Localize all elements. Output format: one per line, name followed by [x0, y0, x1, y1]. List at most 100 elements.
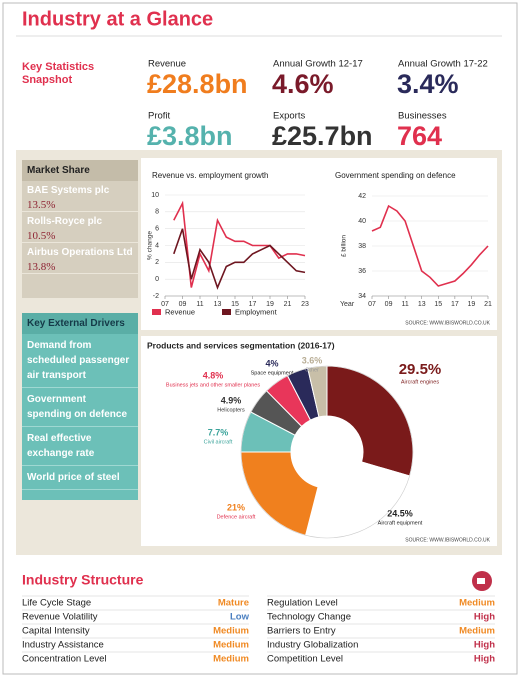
x-tick-label: 21	[284, 301, 292, 308]
company-name: Rolls-Royce plc	[27, 216, 103, 227]
structure-label: Barriers to Entry	[267, 626, 336, 637]
x-tick-label: 11	[196, 301, 203, 308]
legend-swatch	[222, 309, 231, 315]
structure-label: Regulation Level	[267, 598, 338, 609]
segment-name: Civil aircraft	[204, 439, 233, 445]
snapshot-title: Key Statistics Snapshot	[22, 61, 94, 86]
x-tick-label: 21	[484, 301, 492, 308]
structure-label: Revenue Volatility	[22, 612, 98, 623]
segment-value: 4%	[265, 358, 278, 368]
y-tick-label: 40	[358, 218, 366, 225]
x-tick-label: 09	[385, 301, 393, 308]
key-driver: World price of steel	[22, 466, 138, 490]
key-drivers-panel: Key External Drivers Demand from schedule…	[22, 313, 138, 500]
y-tick-label: 6	[155, 226, 159, 233]
market-share-item: Rolls-Royce plc 10.5%	[22, 212, 138, 243]
market-share-panel: Market Share BAE Systems plc 13.5% Rolls-Ro…	[22, 160, 138, 298]
stat-label: Exports	[273, 111, 305, 122]
stat-label: Revenue	[148, 59, 186, 70]
x-tick-label: 15	[231, 301, 239, 308]
stat-value: £3.8bn	[147, 121, 233, 151]
stat-label: Annual Growth 17-22	[398, 59, 488, 70]
series-line	[173, 228, 306, 290]
structure-title: Industry Structure	[22, 572, 144, 588]
segment-value: 7.7%	[208, 427, 229, 437]
key-driver: Government spending on defence	[22, 388, 138, 427]
segment-name: Aircraft equipment	[378, 520, 423, 526]
y-axis-label: % change	[147, 231, 154, 260]
line-charts-box	[141, 158, 497, 330]
y-tick-label: 10	[151, 192, 159, 199]
y-tick-label: 0	[155, 276, 159, 283]
snapshot-title-line: Snapshot	[22, 74, 72, 86]
x-tick-label: 07	[368, 301, 376, 308]
structure-rating: Medium	[213, 626, 249, 637]
key-driver: Real effective exchange rate	[22, 427, 138, 466]
chart-title: Government spending on defence	[335, 171, 456, 180]
y-tick-label: -2	[153, 293, 159, 300]
segment-value: 4.9%	[221, 395, 242, 405]
structure-label: Life Cycle Stage	[22, 598, 91, 609]
stat-value: 3.4%	[397, 69, 459, 99]
y-tick-label: 2	[155, 259, 159, 266]
x-tick-label: 17	[451, 301, 459, 308]
legend-label: Employment	[235, 307, 278, 316]
segment-value: 24.5%	[387, 508, 413, 518]
market-share-item: BAE Systems plc 13.5%	[22, 181, 138, 212]
stat-label: Profit	[148, 111, 171, 122]
x-tick-label: 23	[301, 301, 309, 308]
company-share: 13.5%	[27, 199, 56, 211]
segment-value: 4.8%	[203, 370, 224, 380]
snapshot-title-line: Key Statistics	[22, 61, 94, 73]
market-share-title: Market Share	[22, 160, 138, 181]
structure-label: Industry Assistance	[22, 640, 104, 651]
structure-label: Competition Level	[267, 654, 343, 665]
x-tick-label: 11	[402, 301, 409, 308]
segment-name: Other	[305, 367, 319, 373]
structure-rating: High	[474, 640, 495, 651]
y-tick-label: 8	[155, 209, 159, 216]
structure-label: Concentration Level	[22, 654, 107, 665]
source-note: SOURCE: WWW.IBISWORLD.CO.UK	[405, 320, 490, 326]
legend-swatch	[152, 309, 161, 315]
stat-label: Annual Growth 12-17	[273, 59, 363, 70]
structure-rating: High	[474, 654, 495, 665]
x-tick-label: 13	[214, 301, 222, 308]
x-tick-label: 19	[468, 301, 476, 308]
segment-value: 3.6%	[302, 355, 323, 365]
structure-label: Capital Intensity	[22, 626, 90, 637]
stat-value: 4.6%	[272, 69, 334, 99]
chart-title: Revenue vs. employment growth	[152, 171, 269, 180]
company-share: 10.5%	[27, 230, 56, 242]
x-tick-label: 07	[161, 301, 169, 308]
structure-rating: Mature	[218, 598, 249, 609]
structure-rating: Medium	[459, 626, 495, 637]
y-tick-label: 4	[155, 242, 159, 249]
segment-name: Defence aircraft	[217, 514, 256, 520]
key-driver: Demand from scheduled passenger air tran…	[22, 334, 138, 388]
structure-label: Technology Change	[267, 612, 351, 623]
y-tick-label: 38	[358, 243, 366, 250]
structure-rating: Medium	[459, 598, 495, 609]
structure-rating: Medium	[213, 654, 249, 665]
stat-label: Businesses	[398, 111, 447, 122]
series-line	[371, 204, 489, 287]
company-name: Airbus Operations Ltd	[27, 247, 133, 258]
page-title: Industry at a Glance	[22, 8, 213, 30]
chart-title: Products and services segmentation (2016…	[147, 340, 335, 350]
structure-rating: Low	[230, 612, 250, 623]
icon-glyph	[477, 578, 485, 584]
segment-value: 29.5%	[399, 361, 442, 378]
source-note: SOURCE: WWW.IBISWORLD.CO.UK	[405, 537, 490, 543]
x-tick-label: 15	[434, 301, 442, 308]
company-name: BAE Systems plc	[27, 185, 110, 196]
segment-name: Aircraft engines	[401, 379, 439, 385]
y-tick-label: 36	[358, 268, 366, 275]
x-tick-label: 13	[418, 301, 426, 308]
y-tick-label: 42	[358, 193, 366, 200]
segment-name: Space equipment	[251, 370, 294, 376]
x-axis-label: Year	[340, 301, 355, 308]
key-drivers-title: Key External Drivers	[22, 313, 138, 334]
company-share: 13.8%	[27, 261, 56, 273]
